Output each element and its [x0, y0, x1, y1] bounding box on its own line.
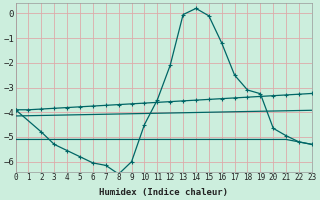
X-axis label: Humidex (Indice chaleur): Humidex (Indice chaleur): [99, 188, 228, 197]
